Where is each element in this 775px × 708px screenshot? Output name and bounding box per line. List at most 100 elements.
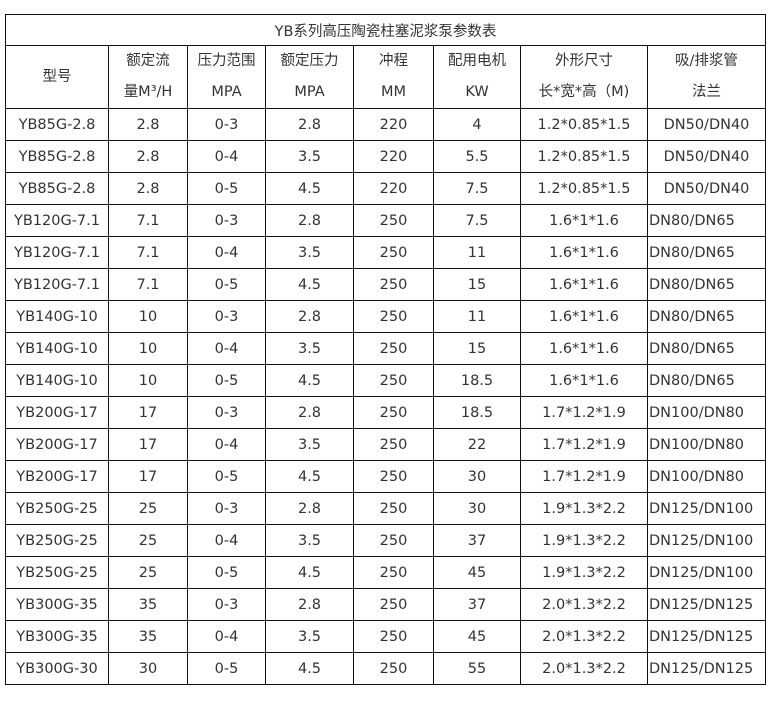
table-cell: 3.5 — [265, 332, 354, 365]
table-cell: 220 — [353, 108, 434, 141]
table-cell: 4.5 — [265, 556, 354, 589]
table-cell: 2.8 — [265, 492, 354, 525]
table-cell: 250 — [353, 236, 434, 269]
table-cell: DN100/DN80 — [647, 460, 766, 493]
table-cell: 17 — [108, 428, 188, 461]
table-cell: 30 — [108, 652, 188, 685]
table-cell: 11 — [433, 236, 521, 269]
table-row: YB250G-25 25 0-4 3.5 250 37 1.9*1.3*2.2 DN125/D… — [5, 524, 766, 557]
table-cell: 25 — [108, 492, 188, 525]
table-cell: 0-3 — [187, 108, 266, 141]
table-row: YB140G-10 10 0-4 3.5 250 15 1.6*1*1.6 DN80/DN65 — [5, 332, 766, 365]
table-cell: 250 — [353, 652, 434, 685]
table-cell: DN50/DN40 — [647, 172, 766, 205]
table-cell: 25 — [108, 556, 188, 589]
table-cell: 250 — [353, 268, 434, 301]
table-cell: DN100/DN80 — [647, 396, 766, 429]
table-cell: YB85G-2.8 — [5, 172, 109, 205]
table-cell: 2.8 — [108, 108, 188, 141]
table-cell: DN125/DN100 — [647, 556, 766, 589]
table-cell: 0-3 — [187, 588, 266, 621]
column-header: 压力范围 MPA — [187, 45, 266, 109]
table-cell: 2.0*1.3*2.2 — [520, 652, 648, 685]
table-cell: 0-4 — [187, 140, 266, 173]
column-header: 吸/排浆管 法兰 — [647, 45, 766, 109]
table-cell: 250 — [353, 524, 434, 557]
table-cell: YB200G-17 — [5, 460, 109, 493]
table-cell: 0-3 — [187, 492, 266, 525]
table-cell: 250 — [353, 492, 434, 525]
table-cell: YB250G-25 — [5, 524, 109, 557]
table-cell: 0-5 — [187, 460, 266, 493]
table-cell: 2.8 — [265, 300, 354, 333]
column-header: 额定流 量M³/H — [108, 45, 188, 109]
table-row: YB250G-25 25 0-3 2.8 250 30 1.9*1.3*2.2 DN125/D… — [5, 492, 766, 525]
table-cell: 2.8 — [265, 396, 354, 429]
table-cell: 250 — [353, 588, 434, 621]
table-cell: 250 — [353, 428, 434, 461]
table-cell: 2.8 — [108, 172, 188, 205]
table-title: YB系列高压陶瓷柱塞泥浆泵参数表 — [5, 14, 766, 46]
column-header-line: 量M³/H — [123, 84, 173, 100]
column-header-line: MM — [380, 84, 407, 100]
table-cell: DN80/DN65 — [647, 364, 766, 397]
table-cell: DN125/DN125 — [647, 588, 766, 621]
table-cell: 4.5 — [265, 268, 354, 301]
table-cell: 2.8 — [108, 140, 188, 173]
table-cell: 10 — [108, 364, 188, 397]
column-header-line: 额定压力 — [280, 53, 339, 69]
table-cell: 1.2*0.85*1.5 — [520, 172, 648, 205]
table-cell: 0-4 — [187, 332, 266, 365]
table-cell: 18.5 — [433, 396, 521, 429]
table-cell: 0-3 — [187, 396, 266, 429]
table-cell: 15 — [433, 332, 521, 365]
table-cell: 7.1 — [108, 236, 188, 269]
table-cell: 0-5 — [187, 268, 266, 301]
table-row: YB120G-7.1 7.1 0-5 4.5 250 15 1.6*1*1.6 DN80/DN… — [5, 268, 766, 301]
table-cell: 18.5 — [433, 364, 521, 397]
table-cell: 15 — [433, 268, 521, 301]
column-header-line: MPA — [211, 84, 242, 100]
table-cell: 3.5 — [265, 428, 354, 461]
column-header-line: 法兰 — [692, 84, 721, 100]
table-cell: 0-4 — [187, 428, 266, 461]
column-header: 型号 — [5, 45, 109, 109]
column-header-line: 长*宽*高（M) — [538, 84, 630, 100]
column-header-line: 压力范围 — [197, 53, 256, 69]
table-row: YB85G-2.8 2.8 0-4 3.5 220 5.5 1.2*0.85*1.5 DN50… — [5, 140, 766, 173]
table-row: YB200G-17 17 0-5 4.5 250 30 1.7*1.2*1.9 DN100/D… — [5, 460, 766, 493]
table-cell: DN80/DN65 — [647, 332, 766, 365]
table-cell: 2.0*1.3*2.2 — [520, 620, 648, 653]
table-cell: 4.5 — [265, 460, 354, 493]
table-cell: 1.9*1.3*2.2 — [520, 556, 648, 589]
table-cell: 3.5 — [265, 140, 354, 173]
table-cell: YB250G-25 — [5, 492, 109, 525]
table-row: YB140G-10 10 0-5 4.5 250 18.5 1.6*1*1.6 DN80/DN… — [5, 364, 766, 397]
table-row: YB300G-30 30 0-5 4.5 250 55 2.0*1.3*2.2 DN125/D… — [5, 652, 766, 685]
table-cell: 250 — [353, 300, 434, 333]
table-cell: 1.6*1*1.6 — [520, 300, 648, 333]
column-header-line: MPA — [294, 84, 325, 100]
table-cell: 35 — [108, 588, 188, 621]
table-row: YB140G-10 10 0-3 2.8 250 11 1.6*1*1.6 DN80/DN65 — [5, 300, 766, 333]
table-cell: 3.5 — [265, 524, 354, 557]
table-cell: 0-3 — [187, 204, 266, 237]
table-cell: 250 — [353, 460, 434, 493]
table-row: YB120G-7.1 7.1 0-3 2.8 250 7.5 1.6*1*1.6 DN80/D… — [5, 204, 766, 237]
table-cell: 7.1 — [108, 204, 188, 237]
table-cell: 37 — [433, 588, 521, 621]
table-cell: 0-4 — [187, 524, 266, 557]
table-cell: 250 — [353, 332, 434, 365]
table-cell: 45 — [433, 620, 521, 653]
table-cell: YB140G-10 — [5, 364, 109, 397]
table-cell: DN80/DN65 — [647, 204, 766, 237]
table-cell: DN80/DN65 — [647, 300, 766, 333]
table-cell: 0-4 — [187, 620, 266, 653]
column-header-line: 型号 — [42, 68, 72, 85]
table-cell: 0-5 — [187, 652, 266, 685]
table-cell: 220 — [353, 140, 434, 173]
table-row: YB85G-2.8 2.8 0-5 4.5 220 7.5 1.2*0.85*1.5 DN50… — [5, 172, 766, 205]
table-row: YB200G-17 17 0-3 2.8 250 18.5 1.7*1.2*1.9 DN100… — [5, 396, 766, 429]
column-header: 配用电机 KW — [433, 45, 521, 109]
table-row: YB300G-35 35 0-4 3.5 250 45 2.0*1.3*2.2 DN125/D… — [5, 620, 766, 653]
